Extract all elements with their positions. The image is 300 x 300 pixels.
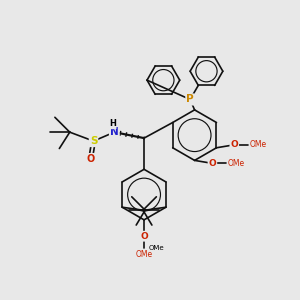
Text: OMe: OMe (227, 159, 244, 168)
Text: S: S (90, 136, 97, 146)
Text: O: O (86, 154, 95, 164)
Text: O: O (208, 159, 216, 168)
Text: P: P (186, 94, 194, 104)
Text: O: O (140, 232, 148, 241)
Text: OMe: OMe (136, 250, 153, 259)
Text: OMe: OMe (249, 140, 266, 149)
Text: H: H (109, 119, 116, 128)
Text: OMe: OMe (148, 245, 164, 251)
Text: N: N (110, 127, 119, 137)
Text: O: O (230, 140, 238, 149)
